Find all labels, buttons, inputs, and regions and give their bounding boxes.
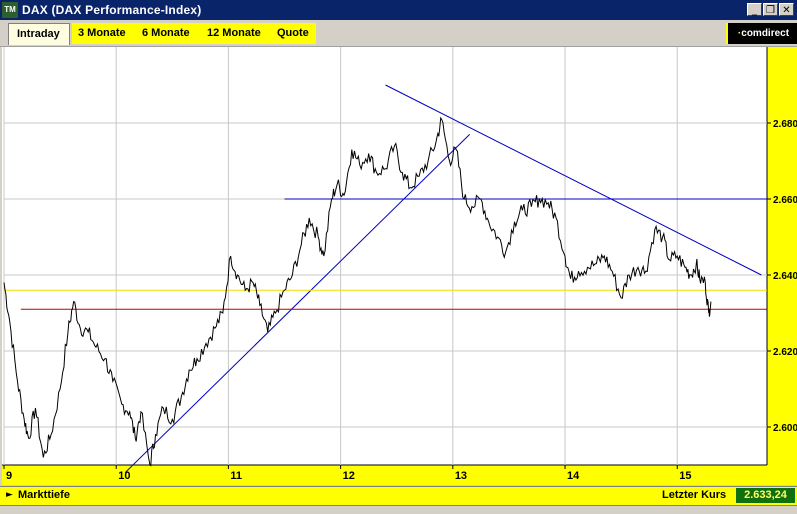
- tab-quote[interactable]: Quote: [277, 27, 309, 39]
- tab-3-monate[interactable]: 3 Monate: [78, 27, 126, 39]
- y-axis-panel: [767, 47, 797, 485]
- plot-background: [4, 47, 767, 465]
- y-tick-label: 2.660: [773, 195, 797, 206]
- tab-12-monate[interactable]: 12 Monate: [207, 27, 261, 39]
- window-title: DAX (DAX Performance-Index): [22, 3, 202, 17]
- price-line: [3, 116, 712, 467]
- y-tick-label: 2.620: [773, 347, 797, 358]
- x-tick-label: 12: [343, 470, 355, 482]
- chart-area: 9 10 11 12 13 14 15 2.600 2.620 2.640 2.660 2.680: [2, 47, 797, 485]
- dax-intraday-chart: 9 10 11 12 13 14 15 2.600 2.620 2.640 2.660 2.680: [2, 47, 797, 485]
- markttiefe-link[interactable]: Markttiefe: [18, 489, 70, 501]
- last-price-value: 2.633,24: [736, 488, 795, 503]
- trendline-rising: [124, 134, 471, 473]
- x-tick-label: 9: [6, 470, 12, 482]
- tab-group: 3 Monate 6 Monate 12 Monate Quote: [72, 23, 316, 44]
- restore-icon[interactable]: ❐: [763, 3, 778, 16]
- app-icon: TM: [2, 2, 18, 18]
- footer-strip: [0, 506, 797, 514]
- x-tick-label: 15: [679, 470, 691, 482]
- y-tick-label: 2.600: [773, 423, 797, 434]
- x-tick-label: 10: [118, 470, 130, 482]
- y-tick-label: 2.640: [773, 271, 797, 282]
- x-tick-label: 13: [455, 470, 467, 482]
- close-icon[interactable]: ✕: [779, 3, 794, 16]
- tab-6-monate[interactable]: 6 Monate: [142, 27, 190, 39]
- title-bar[interactable]: TM DAX (DAX Performance-Index) _ ❐ ✕: [0, 0, 797, 20]
- x-axis-panel: [2, 465, 767, 485]
- bottom-bar: ► Markttiefe Letzter Kurs 2.633,24: [0, 486, 797, 506]
- last-price-label: Letzter Kurs: [662, 489, 727, 501]
- minimize-icon[interactable]: _: [747, 3, 762, 16]
- x-tick-label: 14: [567, 470, 580, 482]
- expand-arrow-icon[interactable]: ►: [6, 490, 13, 500]
- trendline-falling: [385, 84, 762, 276]
- tab-bar: Intraday 3 Monate 6 Monate 12 Monate Quo…: [0, 20, 797, 47]
- y-tick-label: 2.680: [773, 119, 797, 130]
- tab-intraday[interactable]: Intraday: [8, 23, 70, 45]
- x-tick-label: 11: [230, 470, 242, 482]
- comdirect-logo: ·comdirect: [726, 23, 797, 44]
